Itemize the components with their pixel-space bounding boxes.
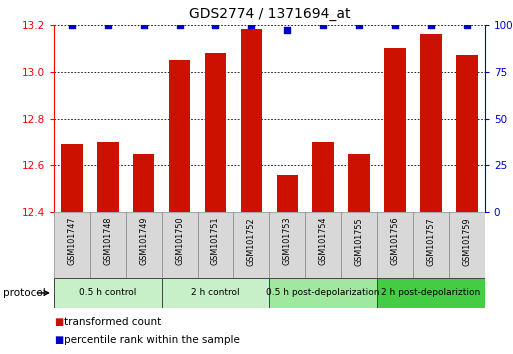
Text: percentile rank within the sample: percentile rank within the sample — [64, 335, 240, 345]
Title: GDS2774 / 1371694_at: GDS2774 / 1371694_at — [189, 7, 350, 21]
Bar — [384, 48, 406, 212]
Text: GSM101759: GSM101759 — [462, 217, 471, 266]
Bar — [133, 154, 154, 212]
Text: 2 h control: 2 h control — [191, 289, 240, 297]
Bar — [377, 278, 485, 308]
Bar — [420, 34, 442, 212]
Text: transformed count: transformed count — [64, 317, 162, 327]
Point — [427, 22, 435, 28]
Text: GSM101754: GSM101754 — [319, 217, 328, 266]
Text: GSM101750: GSM101750 — [175, 217, 184, 266]
Bar — [312, 142, 334, 212]
Point — [283, 28, 291, 33]
Text: 0.5 h control: 0.5 h control — [79, 289, 136, 297]
Point — [211, 22, 220, 28]
Text: GSM101753: GSM101753 — [283, 217, 292, 266]
Bar — [233, 212, 269, 278]
Bar — [97, 142, 119, 212]
Point — [175, 22, 184, 28]
Text: 2 h post-depolariztion: 2 h post-depolariztion — [381, 289, 481, 297]
Text: GSM101748: GSM101748 — [103, 217, 112, 266]
Bar — [162, 278, 269, 308]
Point — [140, 22, 148, 28]
Bar — [241, 29, 262, 212]
Bar — [413, 212, 449, 278]
Bar — [269, 278, 377, 308]
Text: ■: ■ — [54, 335, 63, 345]
Text: GSM101755: GSM101755 — [354, 217, 364, 266]
Point — [463, 22, 471, 28]
Point — [247, 22, 255, 28]
Bar — [305, 212, 341, 278]
Text: GSM101751: GSM101751 — [211, 217, 220, 266]
Point — [319, 22, 327, 28]
Point — [355, 22, 363, 28]
Bar — [341, 212, 377, 278]
Text: GSM101757: GSM101757 — [426, 217, 436, 266]
Bar — [90, 212, 126, 278]
Bar — [269, 212, 305, 278]
Text: GSM101756: GSM101756 — [390, 217, 400, 266]
Bar — [198, 212, 233, 278]
Text: 0.5 h post-depolarization: 0.5 h post-depolarization — [266, 289, 380, 297]
Text: GSM101752: GSM101752 — [247, 217, 256, 266]
Bar — [169, 60, 190, 212]
Bar — [348, 154, 370, 212]
Bar — [126, 212, 162, 278]
Bar — [205, 53, 226, 212]
Text: GSM101749: GSM101749 — [139, 217, 148, 266]
Text: ■: ■ — [54, 317, 63, 327]
Point — [104, 22, 112, 28]
Bar — [449, 212, 485, 278]
Point — [68, 22, 76, 28]
Text: protocol: protocol — [3, 288, 45, 298]
Bar — [54, 278, 162, 308]
Bar — [162, 212, 198, 278]
Text: GSM101747: GSM101747 — [67, 217, 76, 266]
Bar — [377, 212, 413, 278]
Point — [391, 22, 399, 28]
Bar — [54, 212, 90, 278]
Bar — [277, 175, 298, 212]
Bar — [456, 55, 478, 212]
Bar — [61, 144, 83, 212]
